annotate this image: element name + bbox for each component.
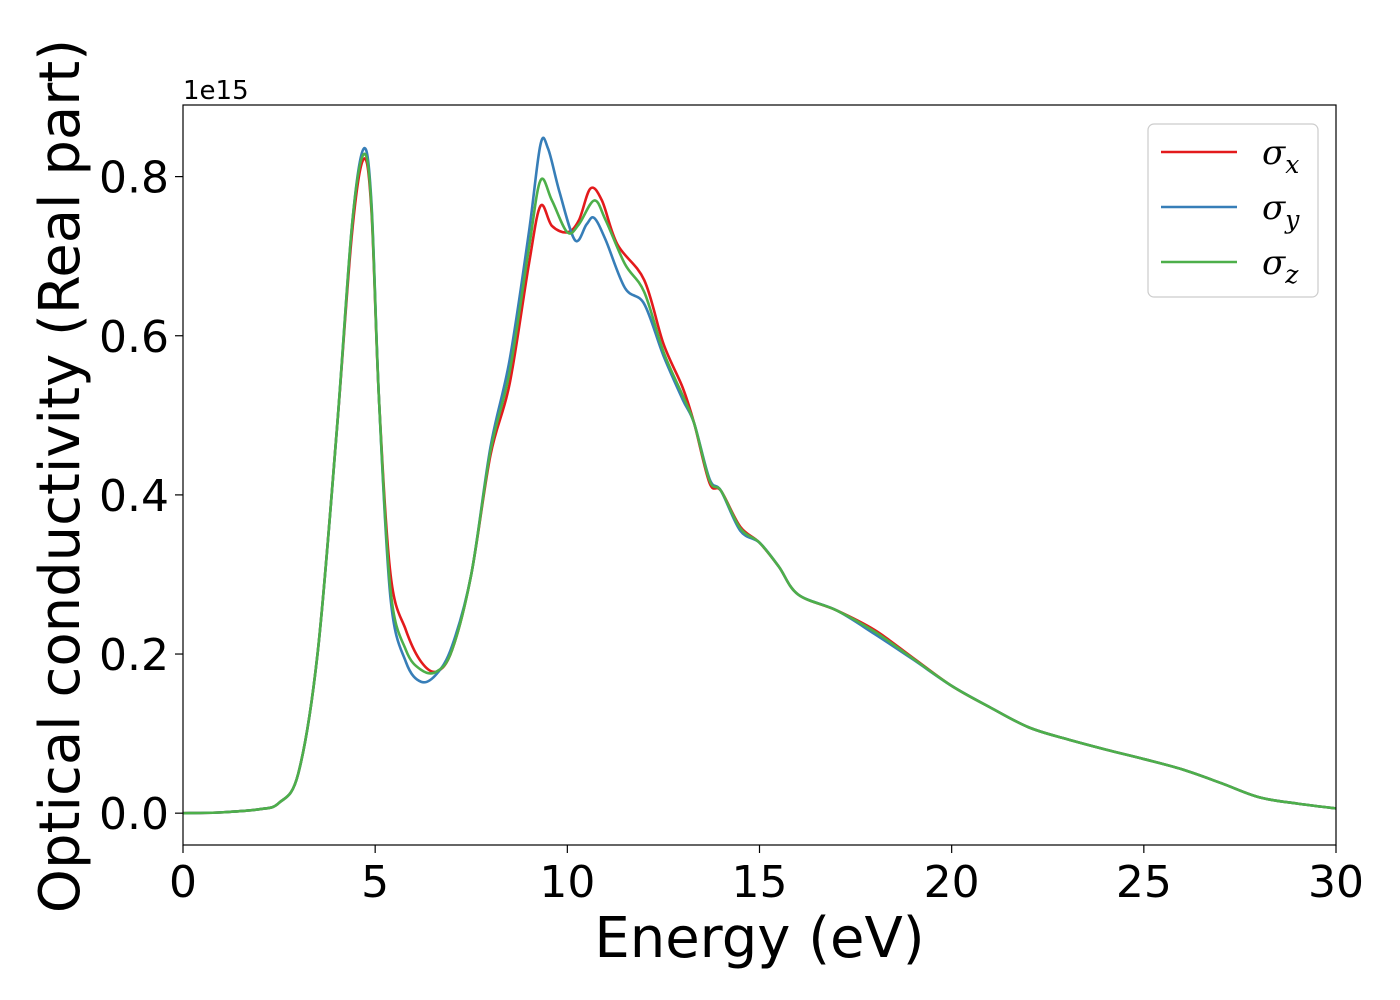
plot-area	[182, 104, 1337, 846]
x-axis: 0 5 10 15 20 25 30	[169, 845, 1364, 908]
y-axis: 0.0 0.2 0.4 0.6 0.8	[99, 153, 183, 840]
y-axis-title: Optical conductivity (Real part)	[28, 39, 93, 913]
series-layer	[183, 136, 1336, 815]
x-tick-label: 0	[169, 857, 197, 908]
x-tick-label: 20	[924, 857, 980, 908]
series-line-z	[183, 152, 1336, 815]
x-tick-label: 25	[1116, 857, 1172, 908]
x-tick-label: 10	[539, 857, 595, 908]
legend-label-y: σy	[1262, 188, 1300, 234]
y-offset-text: 1e15	[183, 76, 249, 106]
y-tick-label: 0.2	[99, 630, 169, 681]
legend-label-x: σx	[1262, 133, 1299, 179]
y-tick-label: 0.4	[99, 471, 169, 522]
x-tick-label: 15	[732, 857, 788, 908]
x-tick-label: 5	[361, 857, 389, 908]
y-tick-label: 0.8	[99, 153, 169, 204]
x-axis-title: Energy (eV)	[594, 906, 924, 971]
x-tick-label: 30	[1308, 857, 1364, 908]
y-tick-label: 0.6	[99, 312, 169, 363]
legend-frame	[1147, 123, 1319, 298]
y-tick-label: 0.0	[99, 789, 169, 840]
